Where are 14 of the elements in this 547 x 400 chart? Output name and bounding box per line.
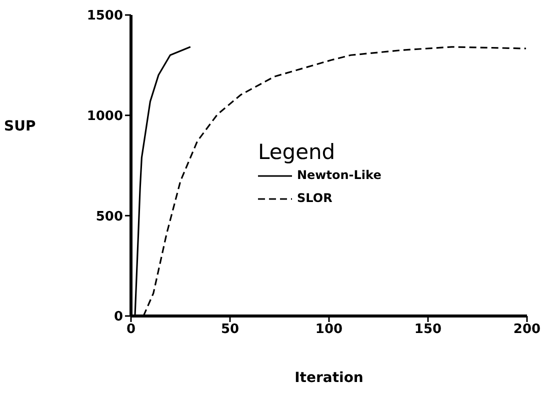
y-axis-title: SUP (4, 118, 36, 134)
legend-title: Legend (258, 140, 336, 164)
x-tick-label: 100 (315, 322, 343, 338)
y-tick-label: 1500 (86, 8, 123, 24)
y-tick-label: 0 (114, 310, 123, 325)
x-axis-title: Iteration (294, 370, 364, 386)
x-tick-label: 150 (414, 322, 442, 338)
y-tick-label: 1000 (86, 108, 123, 124)
legend-label: SLOR (297, 191, 332, 205)
x-tick-label: 50 (220, 322, 240, 338)
x-tick-label: 200 (513, 322, 541, 338)
y-tick-label: 500 (96, 209, 123, 224)
legend-label: Newton-Like (297, 168, 382, 182)
x-tick-label: 0 (126, 322, 136, 338)
